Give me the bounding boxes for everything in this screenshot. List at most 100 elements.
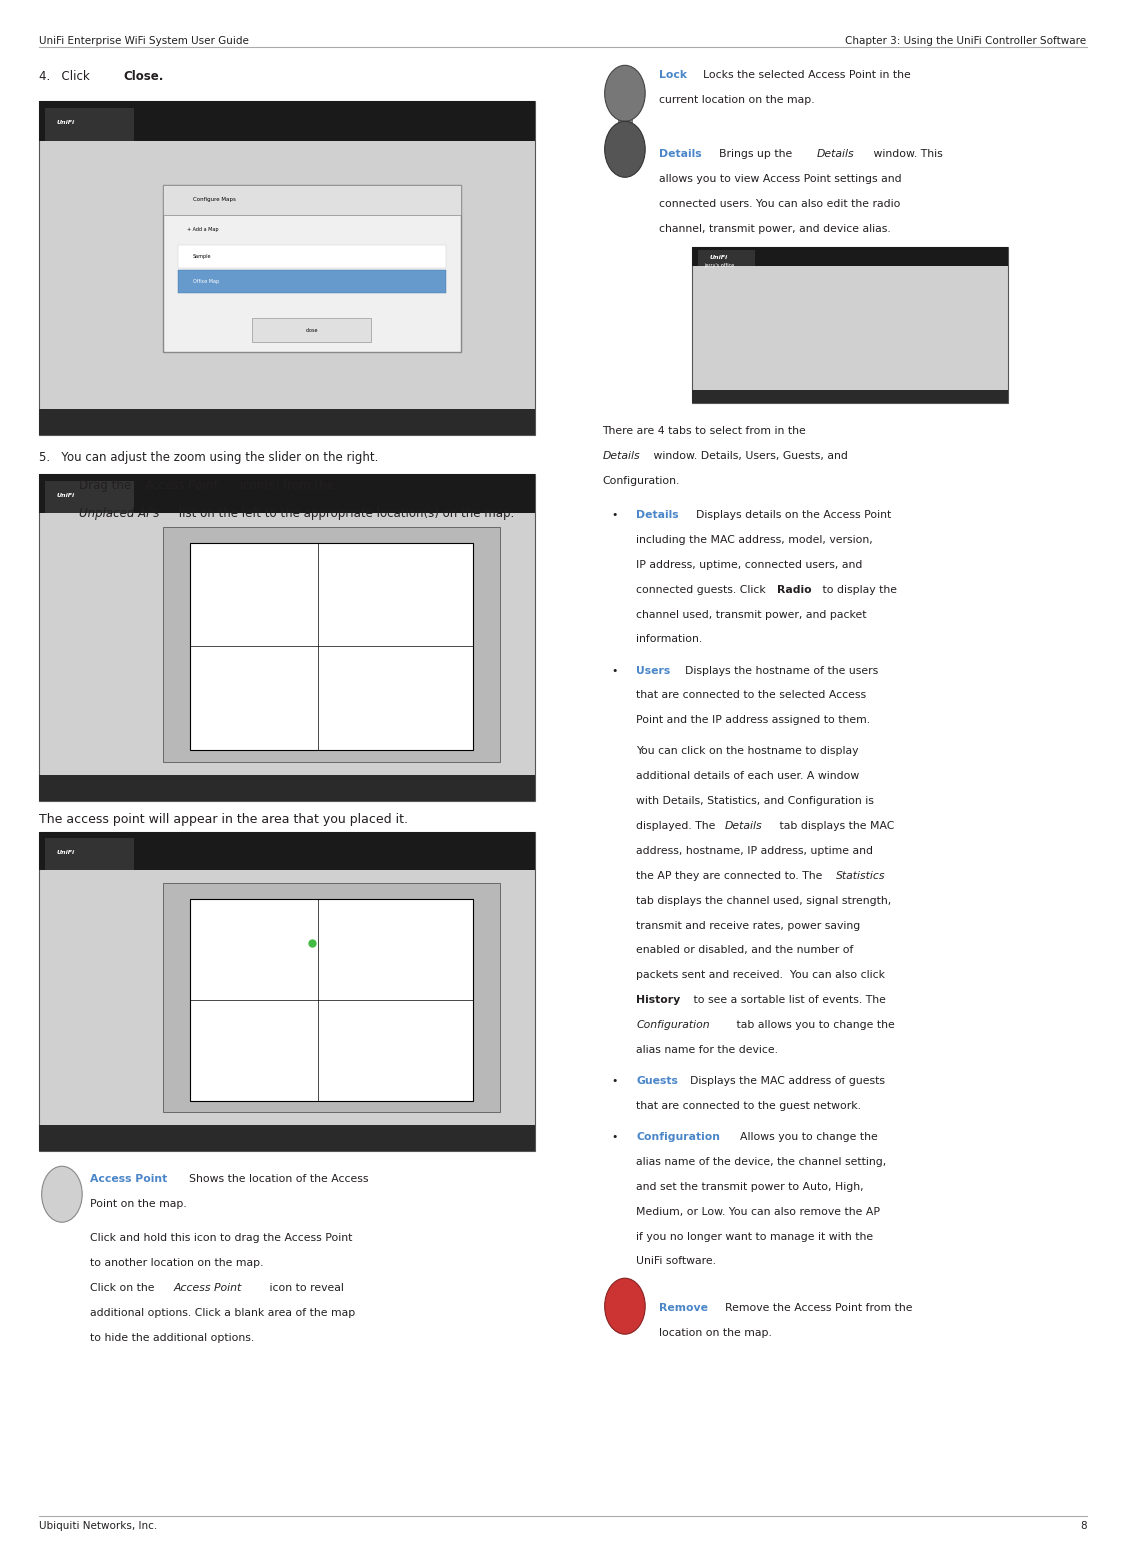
FancyBboxPatch shape: [190, 543, 473, 750]
Text: −: −: [619, 1298, 631, 1314]
FancyBboxPatch shape: [692, 390, 1008, 403]
Text: with Details, Statistics, and Configuration is: with Details, Statistics, and Configurat…: [636, 796, 874, 805]
Circle shape: [605, 1278, 645, 1334]
Text: UniFi: UniFi: [56, 851, 74, 855]
Text: connected users. You can also edit the radio: connected users. You can also edit the r…: [659, 199, 900, 208]
FancyBboxPatch shape: [692, 247, 1008, 403]
Text: window. Details, Users, Guests, and: window. Details, Users, Guests, and: [650, 451, 848, 460]
Text: Displays the hostname of the users: Displays the hostname of the users: [678, 666, 878, 675]
Text: Details: Details: [725, 821, 762, 830]
Text: close: close: [305, 328, 319, 333]
Text: Remove the Access Point from the: Remove the Access Point from the: [718, 1303, 913, 1312]
Text: that are connected to the guest network.: that are connected to the guest network.: [636, 1101, 861, 1110]
FancyBboxPatch shape: [45, 838, 134, 871]
FancyBboxPatch shape: [178, 271, 446, 294]
Text: Configuration: Configuration: [636, 1132, 721, 1141]
Text: to another location on the map.: to another location on the map.: [90, 1258, 263, 1267]
Circle shape: [42, 1166, 82, 1222]
Circle shape: [605, 65, 645, 121]
Text: including the MAC address, model, version,: including the MAC address, model, versio…: [636, 535, 873, 544]
Text: Sample: Sample: [193, 253, 212, 260]
Text: •: •: [611, 510, 618, 519]
FancyBboxPatch shape: [45, 480, 134, 513]
Text: to hide the additional options.: to hide the additional options.: [90, 1333, 254, 1342]
Text: connected guests. Click: connected guests. Click: [636, 585, 769, 594]
Text: allows you to view Access Point settings and: allows you to view Access Point settings…: [659, 174, 901, 183]
Text: Chapter 3: Using the UniFi Controller Software: Chapter 3: Using the UniFi Controller So…: [846, 36, 1087, 45]
FancyBboxPatch shape: [163, 883, 500, 1112]
Text: i: i: [623, 145, 627, 154]
Text: 8: 8: [1080, 1521, 1087, 1530]
Text: You can click on the hostname to display: You can click on the hostname to display: [636, 746, 859, 756]
FancyBboxPatch shape: [190, 899, 473, 1101]
FancyBboxPatch shape: [45, 107, 134, 142]
Text: The access point will appear in the area that you placed it.: The access point will appear in the area…: [39, 813, 409, 826]
FancyBboxPatch shape: [163, 185, 461, 351]
Text: Configuration: Configuration: [636, 1020, 709, 1029]
Text: Access Point: Access Point: [173, 1283, 242, 1292]
FancyBboxPatch shape: [39, 832, 535, 871]
Text: Displays the MAC address of guests: Displays the MAC address of guests: [683, 1076, 885, 1085]
Text: list on the left to the appropriate location(s) on the map.: list on the left to the appropriate loca…: [175, 507, 513, 519]
FancyBboxPatch shape: [692, 247, 1008, 266]
Text: additional options. Click a blank area of the map: additional options. Click a blank area o…: [90, 1308, 356, 1317]
Text: tab displays the MAC: tab displays the MAC: [776, 821, 894, 830]
Text: UniFi: UniFi: [56, 120, 74, 126]
FancyBboxPatch shape: [39, 474, 535, 801]
Text: •: •: [611, 1132, 618, 1141]
Text: Displays details on the Access Point: Displays details on the Access Point: [689, 510, 892, 519]
Text: •: •: [611, 1076, 618, 1085]
Text: Details: Details: [602, 451, 640, 460]
Text: that are connected to the selected Access: that are connected to the selected Acces…: [636, 690, 866, 700]
Text: UniFi: UniFi: [709, 255, 727, 260]
Text: if you no longer want to manage it with the: if you no longer want to manage it with …: [636, 1232, 874, 1241]
Text: displayed. The: displayed. The: [636, 821, 720, 830]
Text: to display the: to display the: [819, 585, 896, 594]
Text: Lock: Lock: [659, 70, 687, 79]
Text: Access Point: Access Point: [144, 479, 218, 491]
Text: transmit and receive rates, power saving: transmit and receive rates, power saving: [636, 921, 860, 930]
Text: Click and hold this icon to drag the Access Point: Click and hold this icon to drag the Acc…: [90, 1233, 352, 1242]
Text: additional details of each user. A window: additional details of each user. A windo…: [636, 771, 859, 781]
Text: Details: Details: [816, 149, 854, 159]
Text: jerry's office: jerry's office: [704, 263, 734, 267]
Text: Details: Details: [636, 510, 679, 519]
Text: packets sent and received.  You can also click: packets sent and received. You can also …: [636, 970, 885, 980]
Text: There are 4 tabs to select from in the: There are 4 tabs to select from in the: [602, 426, 806, 435]
Text: current location on the map.: current location on the map.: [659, 95, 814, 104]
Circle shape: [605, 121, 645, 177]
FancyBboxPatch shape: [178, 244, 446, 269]
Text: Medium, or Low. You can also remove the AP: Medium, or Low. You can also remove the …: [636, 1207, 881, 1216]
Text: icon to reveal: icon to reveal: [266, 1283, 343, 1292]
Text: Point on the map.: Point on the map.: [90, 1199, 187, 1208]
Text: address, hostname, IP address, uptime and: address, hostname, IP address, uptime an…: [636, 846, 873, 855]
Text: Point and the IP address assigned to them.: Point and the IP address assigned to the…: [636, 715, 870, 725]
Text: channel used, transmit power, and packet: channel used, transmit power, and packet: [636, 610, 867, 619]
Text: to see a sortable list of events. The: to see a sortable list of events. The: [690, 995, 886, 1005]
Text: tab displays the channel used, signal strength,: tab displays the channel used, signal st…: [636, 896, 892, 905]
Text: icon(s) from the: icon(s) from the: [236, 479, 334, 491]
Text: UniFi Enterprise WiFi System User Guide: UniFi Enterprise WiFi System User Guide: [39, 36, 249, 45]
Text: Locks the selected Access Point in the: Locks the selected Access Point in the: [696, 70, 911, 79]
Text: the AP they are connected to. The: the AP they are connected to. The: [636, 871, 826, 880]
FancyBboxPatch shape: [39, 409, 535, 435]
Text: tab allows you to change the: tab allows you to change the: [733, 1020, 895, 1029]
FancyBboxPatch shape: [39, 101, 535, 142]
FancyBboxPatch shape: [39, 832, 535, 1151]
Text: Unplaced APs: Unplaced APs: [79, 507, 159, 519]
Text: Details: Details: [659, 149, 701, 159]
FancyBboxPatch shape: [698, 250, 754, 266]
Text: Allows you to change the: Allows you to change the: [733, 1132, 878, 1141]
FancyBboxPatch shape: [39, 1126, 535, 1151]
Text: Access Point: Access Point: [90, 1174, 168, 1183]
Text: Drag the: Drag the: [79, 479, 135, 491]
Text: Click on the: Click on the: [90, 1283, 158, 1292]
Text: and set the transmit power to Auto, High,: and set the transmit power to Auto, High…: [636, 1182, 864, 1191]
Text: Close.: Close.: [124, 70, 164, 82]
Text: Configuration.: Configuration.: [602, 476, 680, 485]
Text: UniFi: UniFi: [56, 493, 74, 498]
Text: location on the map.: location on the map.: [659, 1328, 771, 1337]
Text: alias name for the device.: alias name for the device.: [636, 1045, 778, 1054]
Text: Users: Users: [636, 666, 670, 675]
FancyBboxPatch shape: [39, 101, 535, 435]
